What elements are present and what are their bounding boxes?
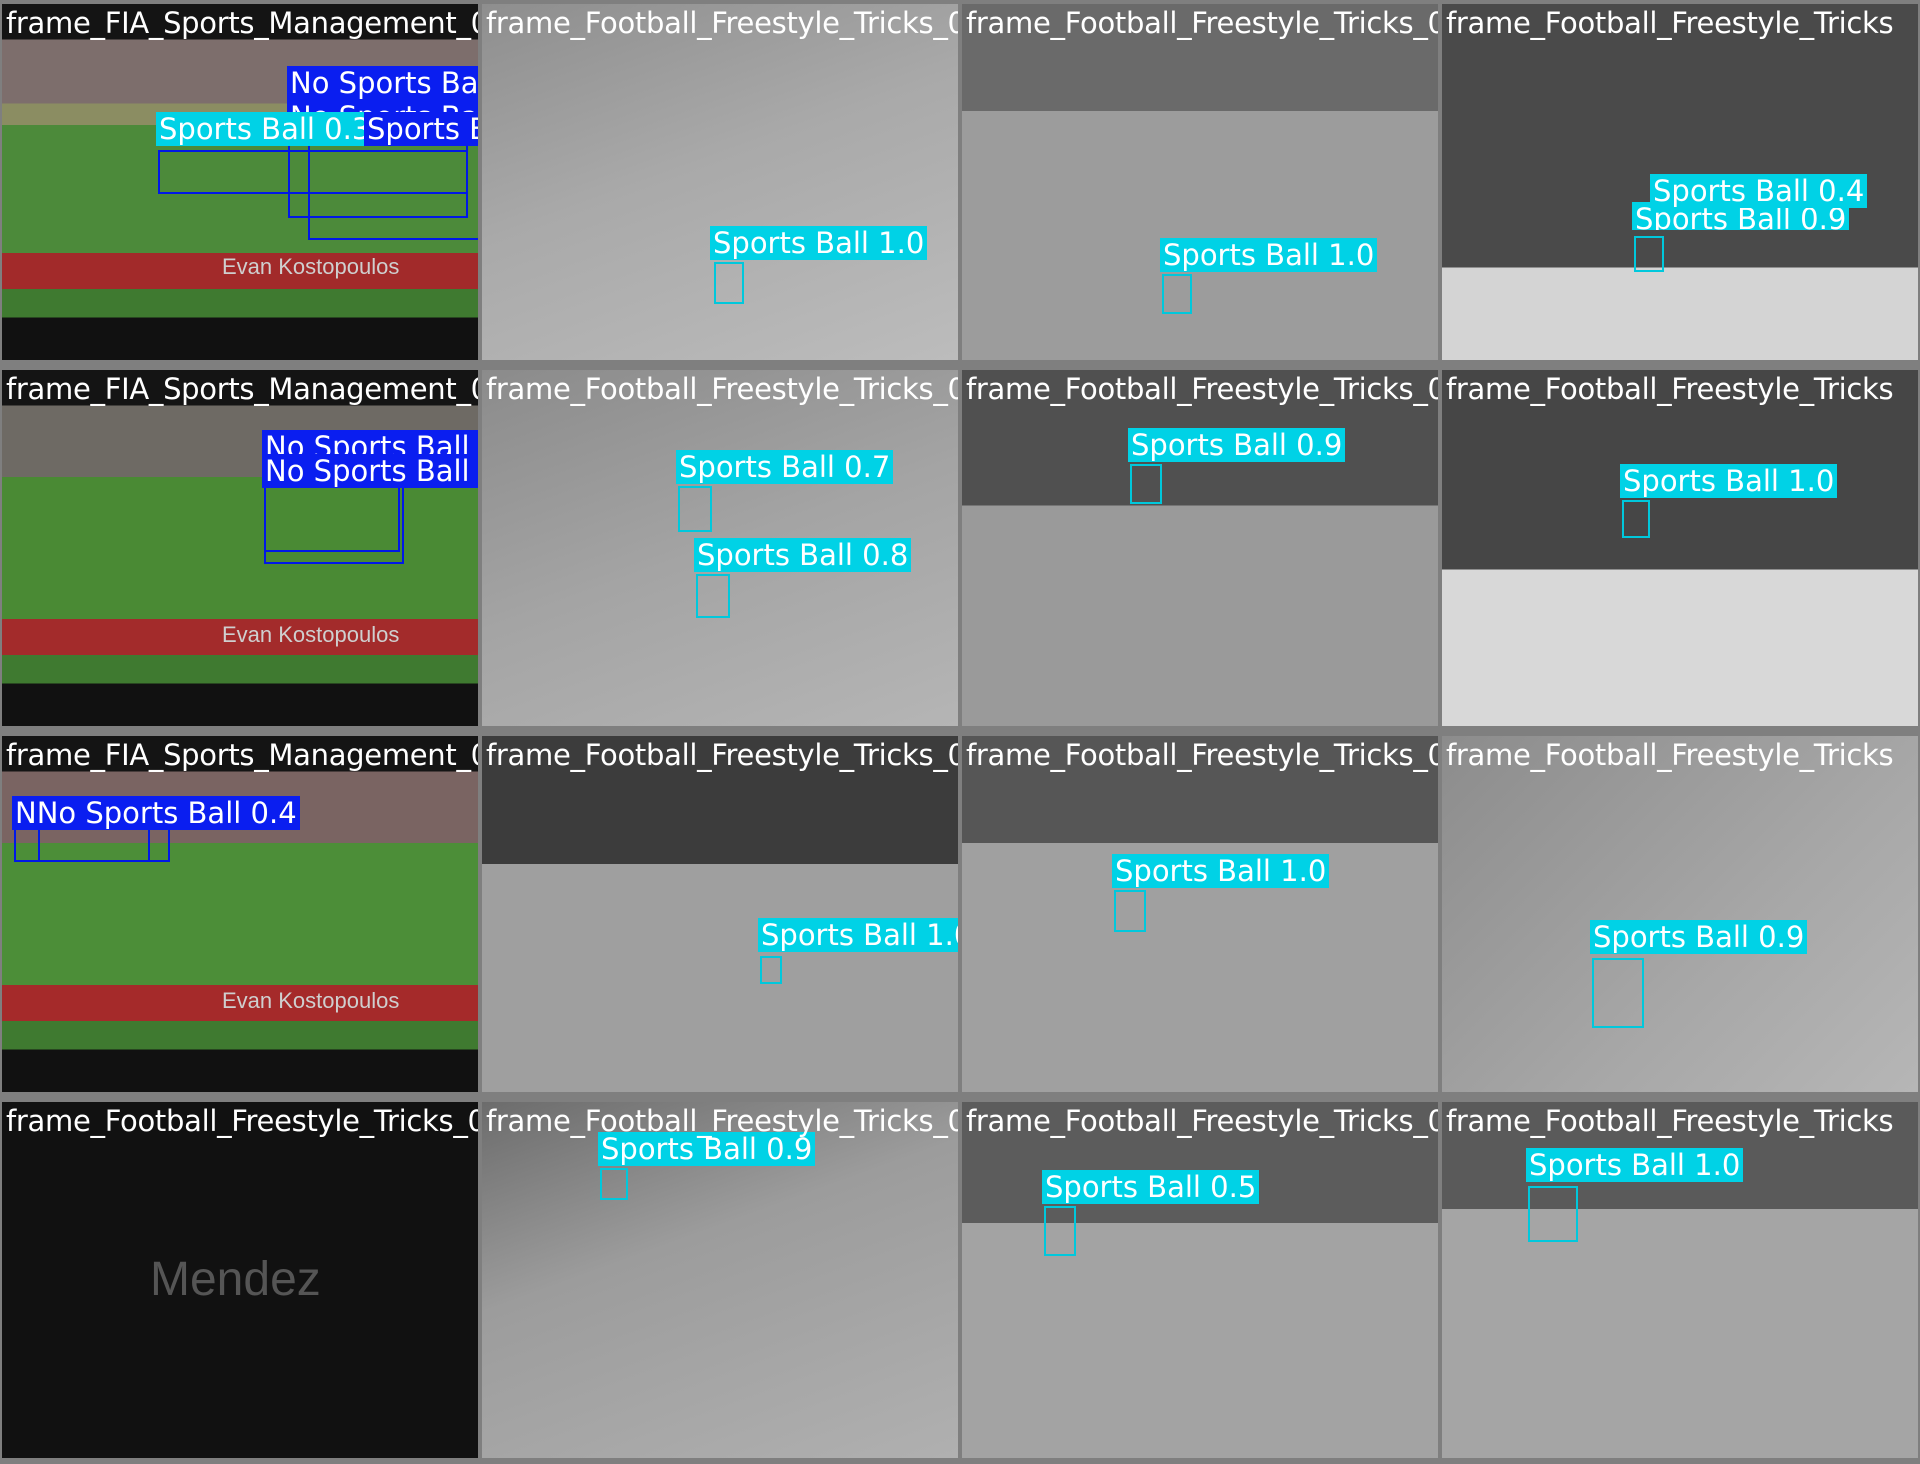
frame-title: frame_FIA_Sports_Management_0970.jpg: [6, 372, 478, 406]
frame-title: frame_Football_Freestyle_Tricks_0300.jpg: [486, 1104, 958, 1138]
tile-12: Sports Ball 0.9 frame_Football_Freestyle…: [1442, 736, 1918, 1092]
detection-label: Sports Ball 0.4: [1650, 174, 1868, 208]
detection-label: Sports Ball 0.9: [1128, 428, 1346, 462]
detection-label: Sports Ball 1.0: [1112, 854, 1330, 888]
frame-title: frame_Football_Freestyle_Tricks_0400.jpg: [966, 372, 1438, 406]
detection-box: [1622, 500, 1650, 538]
detection-label: Sports Ball 1.0: [1620, 464, 1838, 498]
detection-box: [1130, 464, 1162, 504]
broadcast-credit: Evan Kostopoulos: [222, 254, 400, 279]
wall-scene: [1442, 370, 1918, 726]
detection-box: [760, 956, 782, 984]
detection-label: Sports Ball 1.0: [710, 226, 928, 260]
broadcast-credit: Evan Kostopoulos: [222, 988, 400, 1013]
detection-label: Sports Ball 0.9: [1590, 920, 1808, 954]
courtyard-scene: [962, 736, 1438, 1092]
detection-label: No Sports Ball 0.6: [287, 66, 478, 100]
detection-box: [1528, 1186, 1578, 1242]
detection-label: Sports Ball 0.3: [156, 112, 374, 146]
frame-title: frame_Football_Freestyle_Tricks: [1446, 6, 1894, 40]
detection-box: [696, 574, 730, 618]
frame-title: frame_Football_Freestyle_Tricks_0180.jpg: [486, 738, 958, 772]
detection-label: No Sports Ball 0.4: [262, 454, 478, 488]
dark-scene: [2, 1102, 478, 1458]
tile-8: Sports Ball 1.0 frame_Football_Freestyle…: [1442, 370, 1918, 726]
tile-3: Sports Ball 1.0 frame_Football_Freestyle…: [962, 4, 1438, 360]
stadium-scene: [2, 370, 478, 726]
frame-title: frame_Football_Freestyle_Tricks_0420.jpg: [966, 738, 1438, 772]
frame-title: frame_Football_Freestyle_Tricks_0150.jpg: [486, 372, 958, 406]
frame-title: frame_Football_Freestyle_Tricks_0380.jpg: [966, 6, 1438, 40]
detection-label: No Sports Ball 0.4: [262, 430, 478, 454]
tile-10: Sports Ball 1.0 frame_Football_Freestyle…: [482, 736, 958, 1092]
detection-label: Sports Ball 1.0: [1526, 1148, 1744, 1182]
courtyard-scene: [482, 4, 958, 360]
detection-label: Sports Ball 0.5: [364, 112, 478, 146]
tile-16: Sports Ball 1.0 frame_Football_Freestyle…: [1442, 1102, 1918, 1458]
detection-box: [1114, 890, 1146, 932]
tile-9: Evan Kostopoulos NNo Sports Ball 0.4 fra…: [2, 736, 478, 1092]
detection-box: [1162, 274, 1192, 314]
courtyard-scene: [482, 736, 958, 1092]
detection-label: Sports Ball 0.7: [676, 450, 894, 484]
tile-11: Sports Ball 1.0 frame_Football_Freestyle…: [962, 736, 1438, 1092]
tile-5: Evan Kostopoulos No Sports Ball 0.4 No S…: [2, 370, 478, 726]
courtyard-scene: [962, 1102, 1438, 1458]
tile-6: Sports Ball 0.7 Sports Ball 0.8 frame_Fo…: [482, 370, 958, 726]
tile-2: Sports Ball 1.0 frame_Football_Freestyle…: [482, 4, 958, 360]
tile-1: Evan Kostopoulos No Sports Ball 0.8 No S…: [2, 4, 478, 360]
broadcast-credit: Evan Kostopoulos: [222, 622, 400, 647]
detection-label: NNo Sports Ball 0.4: [12, 796, 300, 830]
detection-label: Sports Ball 0.5: [1042, 1170, 1260, 1204]
frame-title: frame_Football_Freestyle_Tricks_0440.jpg: [966, 1104, 1438, 1138]
frame-title: frame_Football_Freestyle_Tricks: [1446, 1104, 1894, 1138]
detection-box: [1592, 958, 1644, 1028]
courtyard-scene: [962, 370, 1438, 726]
name-caption: Mendez: [150, 1253, 321, 1306]
tile-13: Mendez frame_Football_Freestyle_Tricks_0…: [2, 1102, 478, 1458]
tile-7: Sports Ball 0.9 frame_Football_Freestyle…: [962, 370, 1438, 726]
stadium-scene: [2, 736, 478, 1092]
stadium-scene: [2, 4, 478, 360]
frame-title: frame_FIA_Sports_Management_0980.jpg: [6, 738, 478, 772]
detection-box: [600, 1168, 628, 1200]
detection-box: [1634, 236, 1664, 272]
frame-title: frame_Football_Freestyle_Tricks_0080.jpg: [6, 1104, 478, 1138]
frame-title: frame_Football_Freestyle_Tricks: [1446, 372, 1894, 406]
frame-title: frame_Football_Freestyle_Tricks_0090.jpg: [486, 6, 958, 40]
tile-15: Sports Ball 0.5 frame_Football_Freestyle…: [962, 1102, 1438, 1458]
detection-box: [714, 262, 744, 304]
detection-box: [678, 486, 712, 532]
detection-label: Sports Ball 1.0: [758, 918, 958, 952]
ground-scene: [1442, 736, 1918, 1092]
courtyard-scene: [962, 4, 1438, 360]
tile-14: Sports Ball 0.9 frame_Football_Freestyle…: [482, 1102, 958, 1458]
frame-title: frame_FIA_Sports_Management_0930.jpg: [6, 6, 478, 40]
detection-label: Sports Ball 0.8: [694, 538, 912, 572]
detection-label: Sports Ball 1.0: [1160, 238, 1378, 272]
tile-4: Sports Ball 0.9 Sports Ball 0.4 frame_Fo…: [1442, 4, 1918, 360]
frame-title: frame_Football_Freestyle_Tricks: [1446, 738, 1894, 772]
detection-label: Sports Ball 0.9: [598, 1132, 816, 1166]
detection-box: [1044, 1206, 1076, 1256]
detection-box: [158, 150, 468, 194]
